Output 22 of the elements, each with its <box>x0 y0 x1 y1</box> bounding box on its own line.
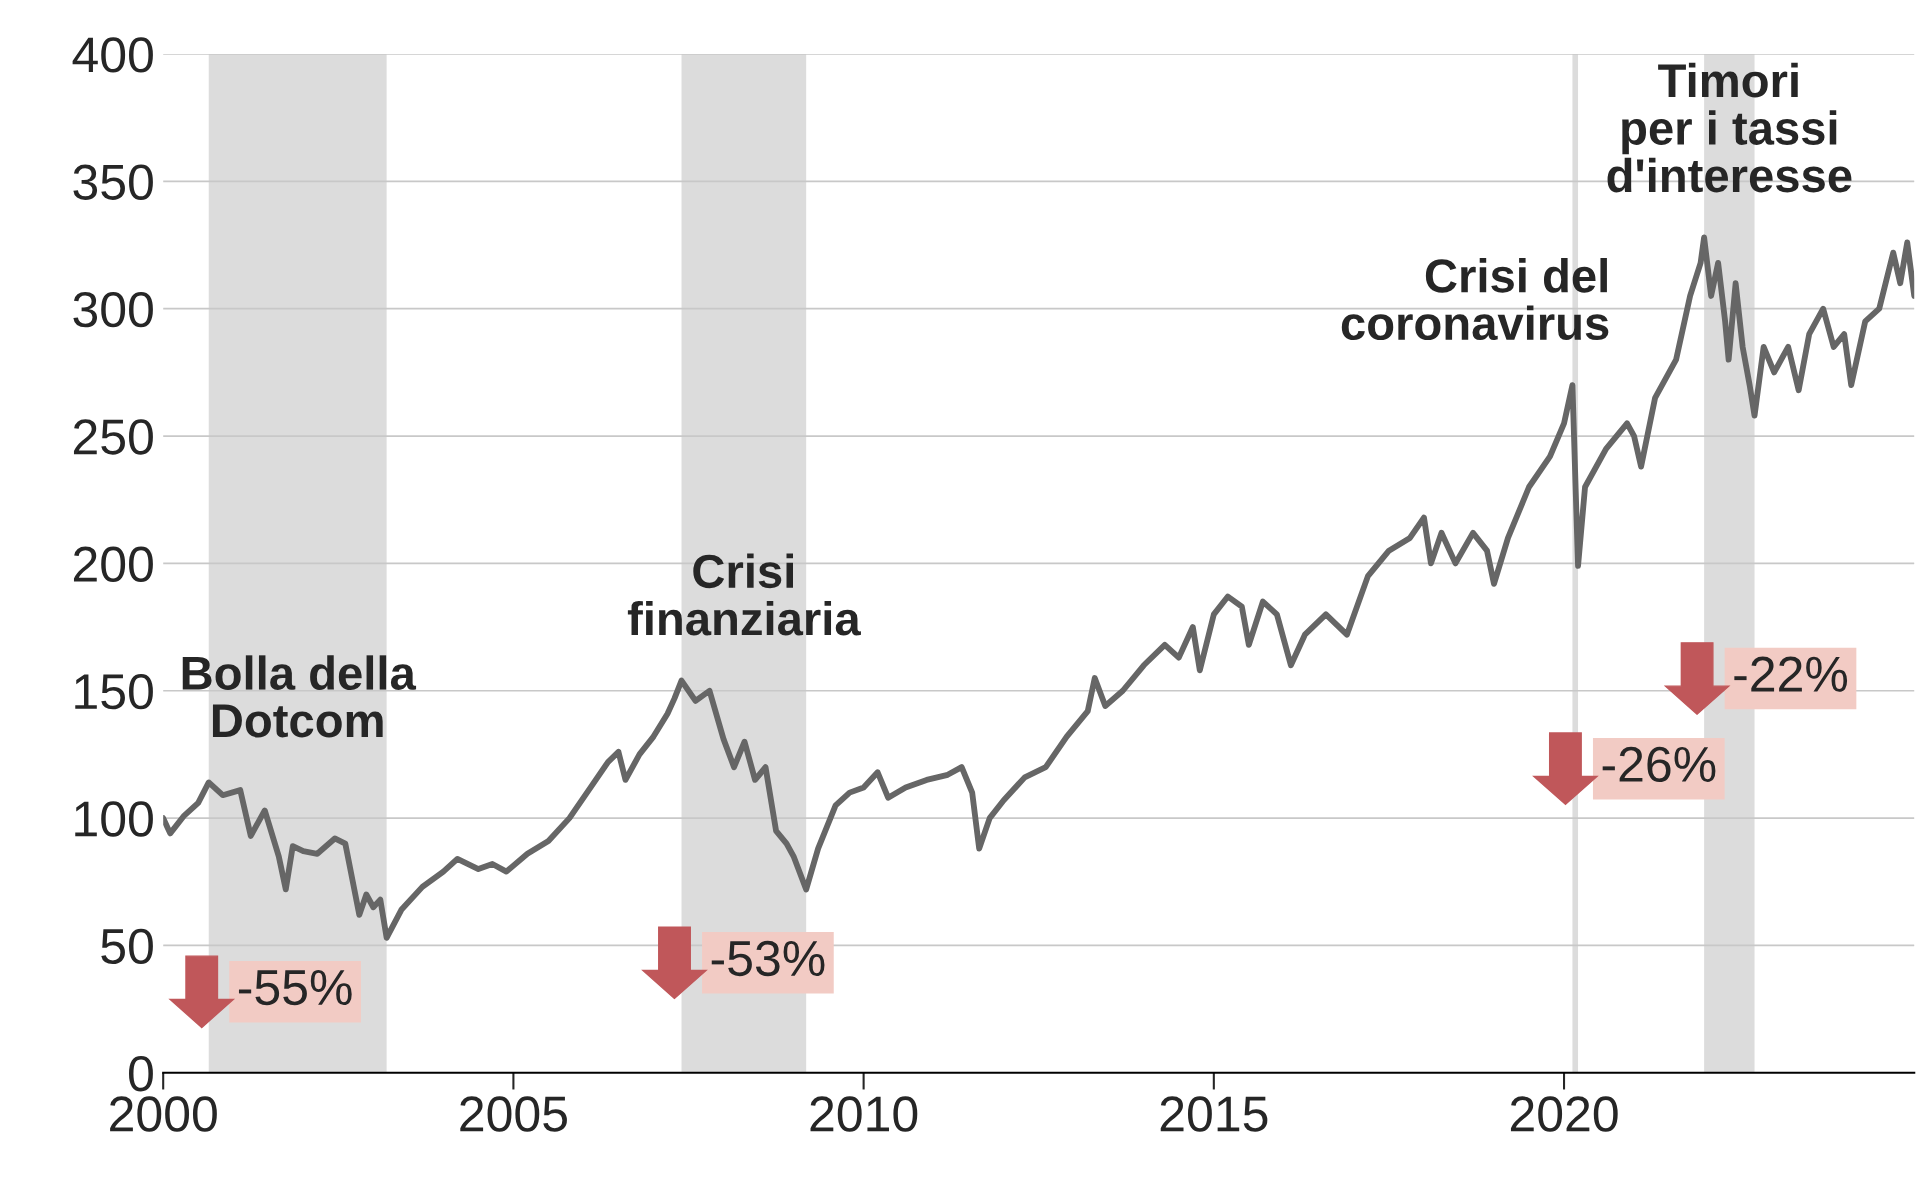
y-tick-label: 200 <box>73 546 153 583</box>
annotation: Bolla della Dotcom <box>182 655 417 738</box>
x-tick-label: 2005 <box>460 1096 567 1132</box>
y-tick-label: 300 <box>73 291 153 328</box>
y-tick-label: 150 <box>75 673 153 710</box>
y-tick-label: 400 <box>72 37 153 73</box>
y-tick-label: 0 <box>129 1056 153 1092</box>
y-tick-label: 100 <box>75 801 153 837</box>
annotation: Crisi finanziaria <box>627 553 861 636</box>
annotation: -55% <box>238 970 352 1006</box>
y-tick-label: 50 <box>101 928 153 965</box>
x-tick-label: 2000 <box>110 1096 217 1132</box>
y-tick-label: 350 <box>73 164 153 200</box>
x-tick-label: 2010 <box>810 1096 918 1132</box>
annotation: -26% <box>1602 746 1716 783</box>
annotation: Timori per i tassi d'interesse <box>1607 62 1852 193</box>
annotation: Crisi del coronavirus <box>1341 257 1609 341</box>
x-tick-label: 2020 <box>1510 1096 1618 1132</box>
annotation: -22% <box>1734 656 1848 692</box>
x-tick-label: 2015 <box>1160 1096 1268 1132</box>
annotation: -53% <box>711 940 825 977</box>
y-tick-label: 250 <box>73 419 153 455</box>
